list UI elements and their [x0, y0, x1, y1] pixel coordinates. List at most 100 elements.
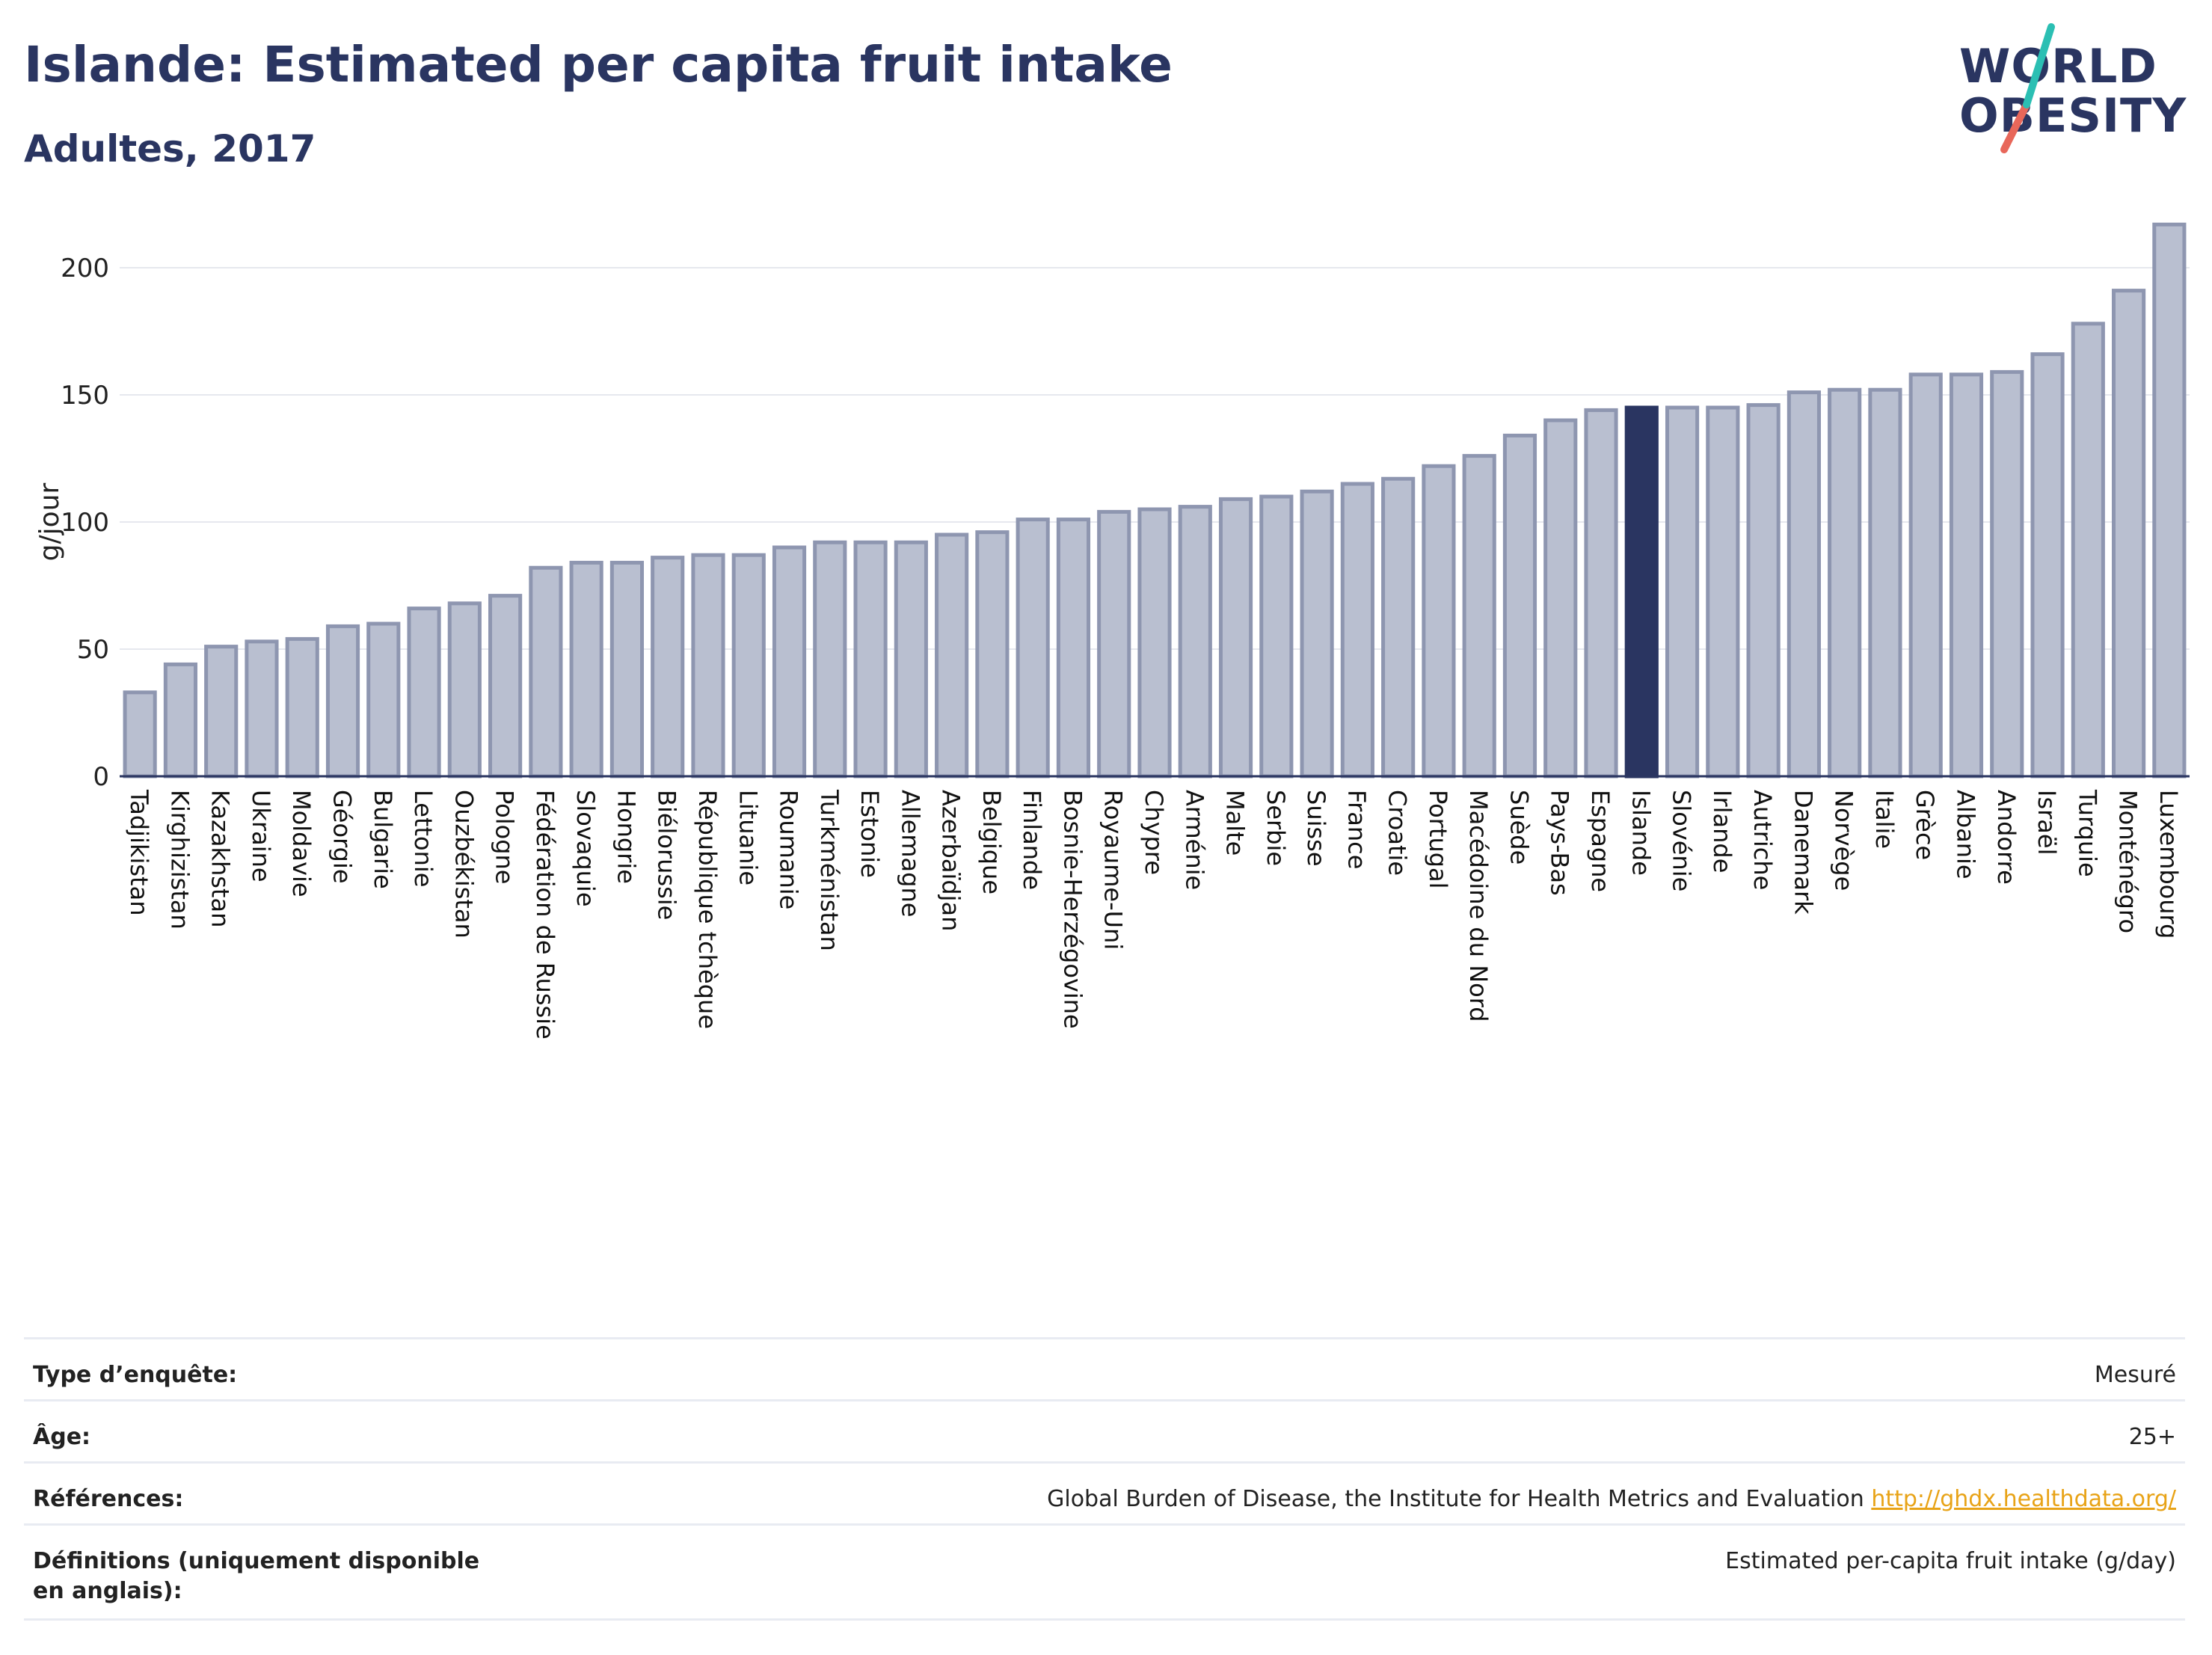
x-tick-label: Suisse	[1302, 790, 1330, 867]
y-tick-label: 50	[77, 635, 109, 665]
bar-danemark	[1787, 390, 1821, 779]
bar-luxembourg	[2152, 222, 2187, 779]
bar-autriche	[1746, 403, 1781, 779]
bar-isra-l	[2030, 352, 2065, 779]
x-tick-label: Azerbaïdjan	[937, 790, 965, 931]
x-tick-label: Finlande	[1018, 790, 1046, 890]
info-row-references: Références: Global Burden of Disease, th…	[24, 1461, 2185, 1523]
bar-turquie	[2071, 322, 2105, 779]
x-tick-label: Israël	[2033, 790, 2061, 855]
y-axis-label: g/jour	[34, 482, 65, 561]
bar-pologne	[488, 594, 523, 779]
bar-chart: 0 50 100 150 200 g/jour Tadjikistan Kirghizista…	[34, 222, 2190, 1040]
page-title: Islande: Estimated per capita fruit inta…	[24, 36, 1173, 93]
x-tick-label: Biélorussie	[653, 790, 681, 920]
x-tick-label: Pologne	[491, 790, 519, 884]
x-tick-label: Macédoine du Nord	[1464, 790, 1493, 1022]
x-tick-label: Albanie	[1951, 790, 1979, 879]
bar-moldavie	[285, 636, 319, 779]
x-tick-label: Italie	[1870, 790, 1899, 849]
x-tick-label: Kirghizistan	[165, 790, 194, 930]
bar-norv-ge	[1828, 387, 1862, 779]
bar-allemagne	[894, 540, 928, 779]
x-tick-label: Arménie	[1180, 790, 1208, 890]
world-obesity-logo[interactable]: WORLD OBESITY	[1944, 22, 2199, 157]
x-tick-label: Andorre	[1992, 790, 2021, 885]
bar-irlande	[1706, 405, 1740, 779]
x-tick-label: Chypre	[1140, 790, 1168, 875]
info-value: Estimated per-capita fruit intake (g/day…	[1725, 1548, 2176, 1574]
x-tick-label: Luxembourg	[2154, 790, 2183, 939]
x-tick-label: Lituanie	[734, 790, 762, 885]
bar-lituanie	[731, 553, 766, 779]
bar-chypre	[1137, 507, 1172, 779]
bar-kazakhstan	[204, 645, 239, 779]
bar-royaume-uni	[1097, 509, 1131, 779]
info-row-definitions: Définitions (uniquement disponible en an…	[24, 1523, 2185, 1621]
x-tick-label: Danemark	[1789, 790, 1817, 915]
bar-france	[1340, 482, 1374, 779]
x-tick-label: Slovénie	[1668, 790, 1696, 891]
x-tick-label: Norvège	[1830, 790, 1858, 891]
x-tick-label: Estonie	[855, 790, 884, 878]
y-tick-label: 200	[61, 254, 109, 283]
x-tick-label: Islande	[1626, 790, 1655, 876]
info-label: Âge:	[33, 1424, 91, 1450]
bar-mont-n-gro	[2112, 289, 2146, 779]
info-label: Type d’enquête:	[33, 1362, 238, 1388]
y-tick-label: 0	[93, 762, 109, 792]
x-tick-label: Pays-Bas	[1546, 790, 1574, 896]
x-tick-label: Allemagne	[896, 790, 924, 917]
x-tick-label: Croatie	[1383, 790, 1412, 876]
x-tick-label: Fédération de Russie	[531, 790, 559, 1040]
bar-pays-bas	[1543, 418, 1578, 779]
x-tick-label: Espagne	[1586, 790, 1615, 892]
bar-bulgarie	[366, 621, 401, 779]
x-tick-label: Géorgie	[328, 790, 357, 884]
x-tick-label: Grèce	[1911, 790, 1939, 860]
x-tick-label: Ouzbékistan	[449, 790, 478, 939]
x-tick-label: Suède	[1505, 790, 1533, 865]
bar-f-d-ration-de-russie	[529, 565, 563, 779]
info-row-survey-type: Type d’enquête: Mesuré	[24, 1337, 2185, 1399]
logo-slash-icon	[2000, 23, 2055, 153]
bar-arm-nie	[1178, 505, 1212, 779]
logo-line-1: WORLD	[1959, 39, 2157, 93]
bar-lettonie	[407, 607, 441, 779]
x-tick-label: Royaume-Uni	[1099, 790, 1128, 950]
y-tick-label: 150	[61, 381, 109, 411]
x-tick-label: Bosnie-Herzégovine	[1058, 790, 1087, 1029]
x-tick-label: Moldavie	[287, 790, 316, 897]
x-tick-label: Turkménistan	[815, 789, 844, 951]
bar-mac-doine-du-nord	[1462, 454, 1496, 779]
bar-tadjikistan	[123, 690, 157, 779]
reference-link[interactable]: http://ghdx.healthdata.org/	[1871, 1486, 2176, 1512]
info-value: 25+	[2128, 1424, 2176, 1450]
info-label: Définitions (uniquement disponible en an…	[33, 1548, 480, 1604]
bar-finlande	[1016, 518, 1050, 779]
logo-line-2: OBESITY	[1959, 88, 2187, 143]
x-tick-label: Kazakhstan	[206, 790, 235, 927]
x-tick-label: Roumanie	[775, 790, 803, 909]
x-tick-label: Monténégro	[2114, 790, 2142, 933]
x-tick-label: Belgique	[977, 790, 1006, 894]
x-tick-label: Lettonie	[409, 790, 437, 887]
bar-turkm-nistan	[813, 540, 847, 779]
bar-roumanie	[772, 545, 807, 779]
bar-croatie	[1381, 476, 1416, 779]
page-subtitle: Adultes, 2017	[24, 127, 316, 171]
bar-malte	[1218, 497, 1253, 779]
info-value: Mesuré	[2094, 1362, 2176, 1388]
bar-portugal	[1422, 464, 1456, 779]
bar-su-de	[1502, 433, 1537, 779]
bar-islande	[1624, 405, 1659, 779]
x-tick-label: Ukraine	[247, 790, 275, 882]
x-tick-label: Turquie	[2073, 789, 2101, 877]
bar-belgique	[975, 530, 1010, 779]
info-row-age: Âge: 25+	[24, 1399, 2185, 1461]
x-tick-label: Autriche	[1748, 790, 1777, 890]
y-tick-label: 100	[61, 508, 109, 538]
bar-espagne	[1584, 408, 1618, 779]
x-tick-label: Irlande	[1708, 790, 1736, 873]
bar-estonie	[853, 540, 888, 779]
